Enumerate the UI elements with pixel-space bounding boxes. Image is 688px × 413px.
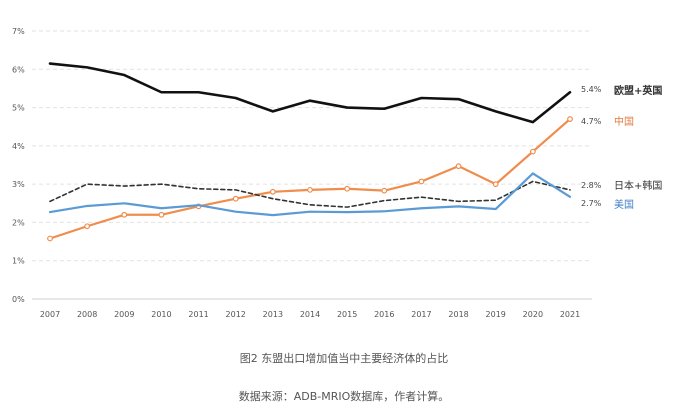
x-tick-label: 2009: [114, 310, 134, 319]
x-tick-label: 2013: [263, 310, 283, 319]
series-marker: [492, 181, 499, 188]
end-value-label: 2.7%: [581, 199, 602, 208]
series-marker: [47, 235, 53, 242]
series-name-label: 美国: [614, 198, 634, 211]
y-tick-label: 0%: [12, 295, 25, 304]
end-value-label: 5.4%: [581, 85, 602, 94]
series-marker: [418, 178, 425, 185]
y-tick-label: 2%: [12, 218, 25, 227]
series-line-2: [49, 180, 571, 208]
x-tick-label: 2012: [226, 310, 246, 319]
series-name-label: 中国: [614, 115, 634, 128]
end-value-label: 4.7%: [581, 117, 602, 126]
y-tick-label: 3%: [12, 180, 25, 189]
x-tick-label: 2007: [40, 310, 60, 319]
series-marker: [529, 148, 536, 155]
x-tick-label: 2014: [300, 310, 320, 319]
series-marker: [232, 195, 239, 202]
series-line-0: [48, 62, 572, 124]
series-marker: [121, 211, 128, 218]
x-tick-label: 2018: [448, 310, 468, 319]
series-marker: [158, 211, 165, 218]
series-marker: [269, 188, 276, 195]
series-marker: [455, 163, 462, 170]
x-tick-label: 2016: [374, 310, 394, 319]
chart-svg: 0% 1% 2% 3% 4% 5% 6% 7% 2007 2008 2009 2010 2011 2012…: [12, 27, 662, 319]
line-chart: 0% 1% 2% 3% 4% 5% 6% 7% 2007 2008 2009 2010 2011 2012…: [12, 27, 662, 319]
series-marker: [344, 185, 351, 192]
end-value-label: 2.8%: [581, 181, 602, 190]
y-tick-label: 5%: [12, 104, 25, 113]
series-line-1: [48, 117, 572, 240]
x-tick-label: 2017: [411, 310, 431, 319]
x-tick-label: 2011: [188, 310, 208, 319]
x-tick-label: 2021: [560, 310, 580, 319]
y-tick-label: 4%: [12, 142, 25, 151]
series-name-label: 欧盟+英国: [614, 84, 662, 97]
figure-caption-title: 图2 东盟出口增加值当中主要经济体的占比: [239, 352, 449, 365]
series-marker: [307, 186, 313, 193]
x-tick-label: 2015: [337, 310, 357, 319]
y-tick-label: 6%: [12, 65, 25, 74]
figure-caption-source: 数据来源：ADB-MRIO数据库，作者计算。: [238, 390, 450, 403]
series-marker: [381, 187, 388, 194]
x-tick-label: 2010: [151, 310, 171, 319]
series-marker: [84, 223, 91, 230]
x-tick-label: 2019: [486, 310, 506, 319]
x-tick-label: 2008: [77, 310, 97, 319]
y-tick-label: 1%: [12, 257, 25, 266]
series-marker: [567, 116, 573, 122]
series-line-3: [48, 172, 572, 217]
series-name-label: 日本+韩国: [614, 179, 662, 192]
x-tick-label: 2020: [523, 310, 543, 319]
y-tick-label: 7%: [12, 27, 25, 36]
